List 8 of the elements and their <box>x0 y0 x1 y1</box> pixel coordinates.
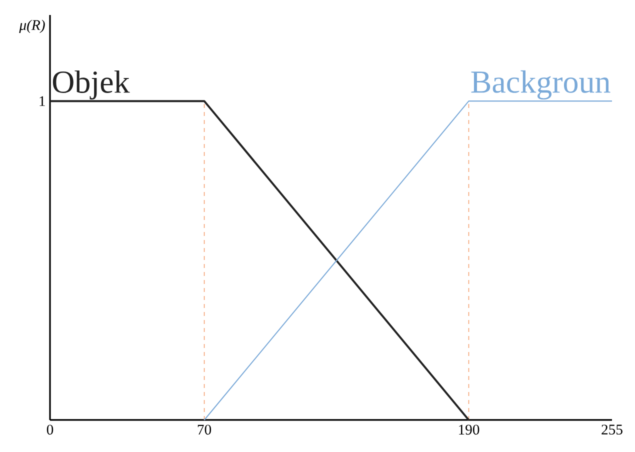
x-tick-label: 190 <box>459 424 480 435</box>
x-tick-label: 0 <box>46 424 54 435</box>
series-label: Backgroun <box>471 70 610 100</box>
x-tick-label: 255 <box>602 424 622 435</box>
series-label: Objek <box>52 70 130 100</box>
y-axis-title: μ(R) <box>19 20 45 34</box>
text: 1 <box>40 96 45 106</box>
x-tick-label: 70 <box>198 424 212 435</box>
